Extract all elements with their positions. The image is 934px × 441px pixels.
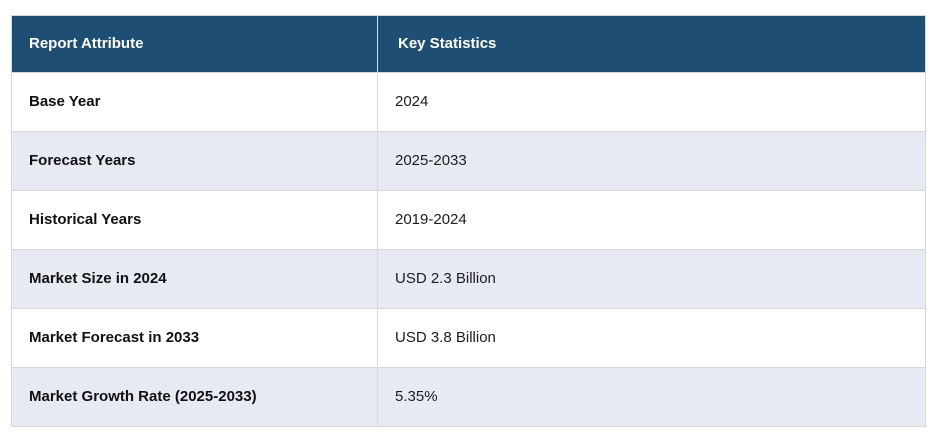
row-value: 2024 — [377, 72, 926, 132]
report-attributes-table: Report Attribute Key Statistics Base Yea… — [11, 15, 926, 427]
table-header: Report Attribute Key Statistics — [11, 15, 926, 73]
row-value: USD 2.3 Billion — [377, 249, 926, 309]
table-row-forecast-years: Forecast Years 2025-2033 — [11, 131, 926, 191]
column-header-key-statistics: Key Statistics — [377, 15, 926, 73]
table-row-market-growth-rate: Market Growth Rate (2025-2033) 5.35% — [11, 367, 926, 427]
row-attribute: Base Year — [11, 72, 378, 132]
row-attribute: Forecast Years — [11, 131, 378, 191]
row-value: USD 3.8 Billion — [377, 308, 926, 368]
table-row-market-forecast-2033: Market Forecast in 2033 USD 3.8 Billion — [11, 308, 926, 368]
row-attribute: Historical Years — [11, 190, 378, 250]
row-attribute: Market Growth Rate (2025-2033) — [11, 367, 378, 427]
row-attribute: Market Size in 2024 — [11, 249, 378, 309]
row-value: 2019-2024 — [377, 190, 926, 250]
table-body: Base Year 2024 Forecast Years 2025-2033 … — [11, 72, 926, 427]
row-value: 2025-2033 — [377, 131, 926, 191]
table-row-market-size-2024: Market Size in 2024 USD 2.3 Billion — [11, 249, 926, 309]
column-header-report-attribute: Report Attribute — [11, 15, 378, 73]
table-row-historical-years: Historical Years 2019-2024 — [11, 190, 926, 250]
row-attribute: Market Forecast in 2033 — [11, 308, 378, 368]
table-row-base-year: Base Year 2024 — [11, 72, 926, 132]
header-row: Report Attribute Key Statistics — [11, 15, 926, 73]
row-value: 5.35% — [377, 367, 926, 427]
